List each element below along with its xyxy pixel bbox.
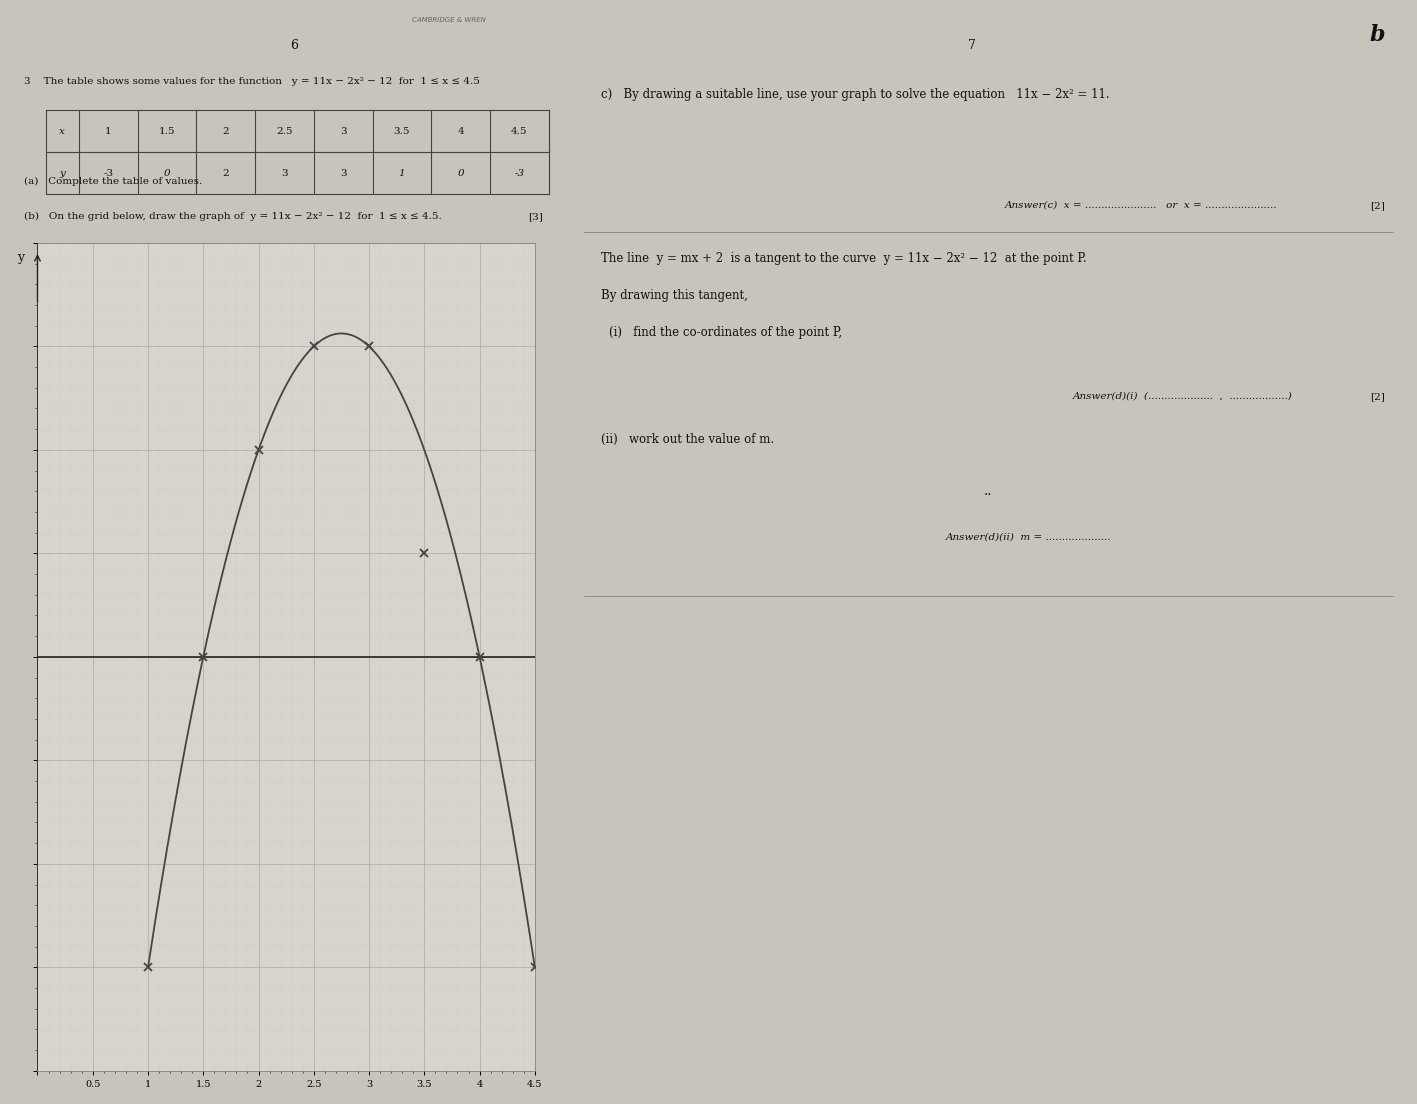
Text: 1.5: 1.5 [159,127,176,136]
Text: 3: 3 [340,127,347,136]
Text: 6: 6 [290,39,299,52]
Text: -3: -3 [103,169,113,178]
Text: (i)   find the co-ordinates of the point P,: (i) find the co-ordinates of the point P… [609,326,842,339]
Text: 0: 0 [458,169,463,178]
Text: Answer(c)  x = ......................   or  x = ......................: Answer(c) x = ...................... or … [1005,201,1278,210]
Text: b: b [1369,24,1384,46]
Text: By drawing this tangent,: By drawing this tangent, [601,289,747,302]
Text: 7: 7 [968,39,975,52]
Text: y: y [60,169,65,178]
Text: 2: 2 [222,127,230,136]
Text: 1: 1 [398,169,405,178]
Text: 4.5: 4.5 [512,127,527,136]
Text: 0: 0 [164,169,170,178]
Text: [3]: [3] [529,212,543,221]
Text: x: x [60,127,65,136]
Text: Answer(d)(ii)  m = ....................: Answer(d)(ii) m = .................... [947,532,1112,541]
Text: -3: -3 [514,169,524,178]
Text: 3.5: 3.5 [394,127,410,136]
Text: [2]: [2] [1370,201,1384,210]
Text: y: y [17,252,24,264]
Text: ..: .. [985,484,992,498]
Text: CAMBRIDGE & WREN: CAMBRIDGE & WREN [412,17,486,22]
Text: (a)   Complete the table of values.: (a) Complete the table of values. [24,177,201,185]
Text: Answer(d)(i)  (....................  ,  ..................): Answer(d)(i) (.................... , ...… [1073,392,1292,401]
Text: 2: 2 [222,169,230,178]
Text: 2.5: 2.5 [276,127,293,136]
Text: 4: 4 [458,127,463,136]
Text: 3: 3 [340,169,347,178]
Text: (b)   On the grid below, draw the graph of  y = 11x − 2x² − 12  for  1 ≤ x ≤ 4.5: (b) On the grid below, draw the graph of… [24,212,442,221]
Text: 1: 1 [105,127,112,136]
Text: 3: 3 [281,169,288,178]
Text: (ii)   work out the value of m.: (ii) work out the value of m. [601,433,774,446]
Text: 3    The table shows some values for the function   y = 11x − 2x² − 12  for  1 ≤: 3 The table shows some values for the fu… [24,77,479,86]
Text: c)   By drawing a suitable line, use your graph to solve the equation   11x − 2x: c) By drawing a suitable line, use your … [601,88,1110,102]
Text: The line  y = mx + 2  is a tangent to the curve  y = 11x − 2x² − 12  at the poin: The line y = mx + 2 is a tangent to the … [601,252,1087,265]
Text: [2]: [2] [1370,392,1384,401]
